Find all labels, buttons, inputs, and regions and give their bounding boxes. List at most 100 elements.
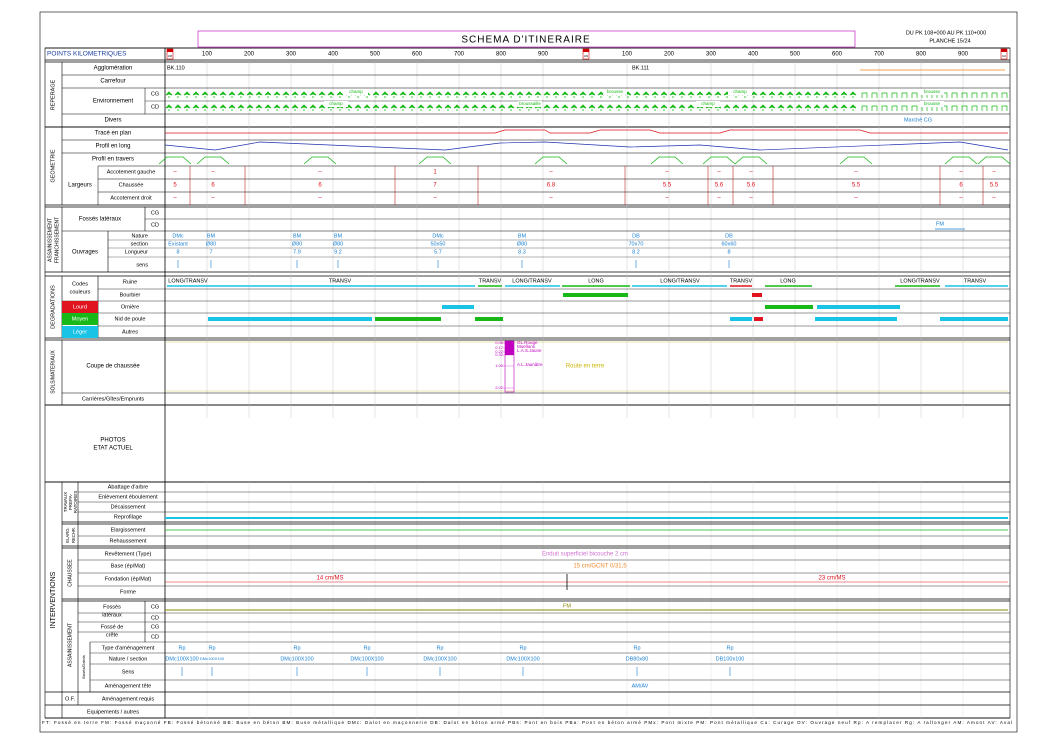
label: TRANSV: [964, 278, 987, 284]
house-icon: [891, 92, 898, 98]
label: Equipements / autres: [87, 709, 139, 715]
label: champ: [329, 101, 343, 106]
label: 70x70: [629, 241, 644, 247]
tree-icon: [192, 91, 200, 98]
severity-swatch: [62, 313, 98, 325]
label: LONG/TRANSV: [660, 278, 700, 284]
label: –: [992, 170, 996, 176]
label: PREPA-: [68, 493, 73, 510]
label: Route en terre: [566, 364, 605, 370]
label: ELARG.: [65, 527, 70, 542]
label: Moyen: [72, 316, 89, 322]
label: Enlèvement éboulement: [98, 494, 158, 500]
sheet-number: PLANCHE 15/24: [929, 38, 970, 44]
tree-icon: [228, 91, 236, 98]
severity-swatch: [62, 301, 98, 313]
label: Rp: [519, 645, 526, 651]
label: TRANSV: [329, 278, 352, 284]
house-icon: [951, 92, 958, 98]
tree-icon: [759, 91, 767, 98]
degradation-bar: [817, 305, 900, 309]
label: 60x60: [722, 241, 737, 247]
profil-en-travers: [977, 156, 1011, 165]
label: 5.6: [747, 183, 756, 189]
label: Agglomération: [94, 66, 133, 72]
tree-icon: [597, 104, 605, 111]
km-tick: 800: [916, 52, 927, 58]
label: sens: [136, 262, 148, 268]
label: TRANSV: [479, 278, 502, 284]
label: –: [173, 196, 177, 202]
km-tick: 500: [370, 52, 381, 58]
tree-icon: [570, 104, 578, 111]
label: FM: [936, 221, 944, 227]
label: Carrefour: [100, 79, 125, 85]
tree-icon: [786, 91, 794, 98]
env-label-bg: [728, 89, 752, 95]
label: Rp: [208, 645, 215, 651]
house-icon: [991, 92, 998, 98]
label: DMc100X100: [280, 656, 313, 662]
tree-icon: [678, 91, 686, 98]
label: brousse: [924, 101, 941, 106]
profil-en-travers: [839, 156, 873, 165]
label: CG: [151, 91, 159, 97]
label: Divers: [104, 118, 121, 124]
label: BK.111: [632, 65, 649, 71]
degradation-bar: [754, 317, 763, 321]
label: BK.110: [167, 65, 185, 71]
label: –: [665, 170, 669, 176]
degradation-bar: [940, 317, 1008, 321]
label: CD: [151, 222, 159, 228]
tree-icon: [489, 104, 497, 111]
tree-icon: [453, 91, 461, 98]
label: brousse: [924, 89, 941, 94]
label: Moellons: [517, 344, 536, 349]
house-icon: [941, 92, 948, 98]
label: –: [717, 196, 721, 202]
tree-icon: [255, 104, 263, 111]
tree-icon: [318, 91, 326, 98]
label: LONG/TRANSV: [900, 278, 940, 284]
label: 1: [433, 170, 437, 176]
tree-icon: [795, 104, 803, 111]
degradation-bar: [442, 305, 474, 309]
km-tick: 400: [748, 52, 759, 58]
label: Fossés latéraux: [79, 217, 121, 223]
label: 5.5: [990, 183, 999, 189]
house-icon: [911, 92, 918, 98]
tree-icon: [444, 91, 452, 98]
label: broussaille: [519, 101, 541, 106]
label: couleurs: [70, 289, 91, 295]
label: DB80x80: [626, 656, 649, 662]
label: 8: [727, 249, 730, 255]
label: 0.32: [495, 352, 504, 357]
label: 14 cm/MS: [316, 576, 343, 582]
label: Rp: [363, 645, 370, 651]
label: –: [749, 170, 753, 176]
km-tick: 600: [832, 52, 843, 58]
label: L.A.S.Jaune: [517, 348, 542, 353]
profil-en-travers: [196, 156, 230, 165]
label: –: [318, 170, 322, 176]
tree-icon: [183, 104, 191, 111]
tree-icon: [309, 91, 317, 98]
label: –: [549, 170, 553, 176]
tree-icon: [174, 104, 182, 111]
label: –: [854, 196, 858, 202]
tree-icon: [822, 91, 830, 98]
label: champ: [349, 89, 363, 94]
km-tick: 600: [412, 52, 423, 58]
tree-icon: [804, 104, 812, 111]
tree-icon: [480, 91, 488, 98]
tree-icon: [588, 104, 596, 111]
profil-en-travers: [650, 156, 684, 165]
label: –: [959, 196, 963, 202]
km-tick: 900: [538, 52, 549, 58]
tree-icon: [849, 104, 857, 111]
label: Profil en long: [95, 144, 130, 150]
label: Base (ép/Mat): [111, 563, 146, 569]
house-icon: [871, 105, 878, 111]
km-tick: 200: [244, 52, 255, 58]
house-icon: [891, 105, 898, 111]
